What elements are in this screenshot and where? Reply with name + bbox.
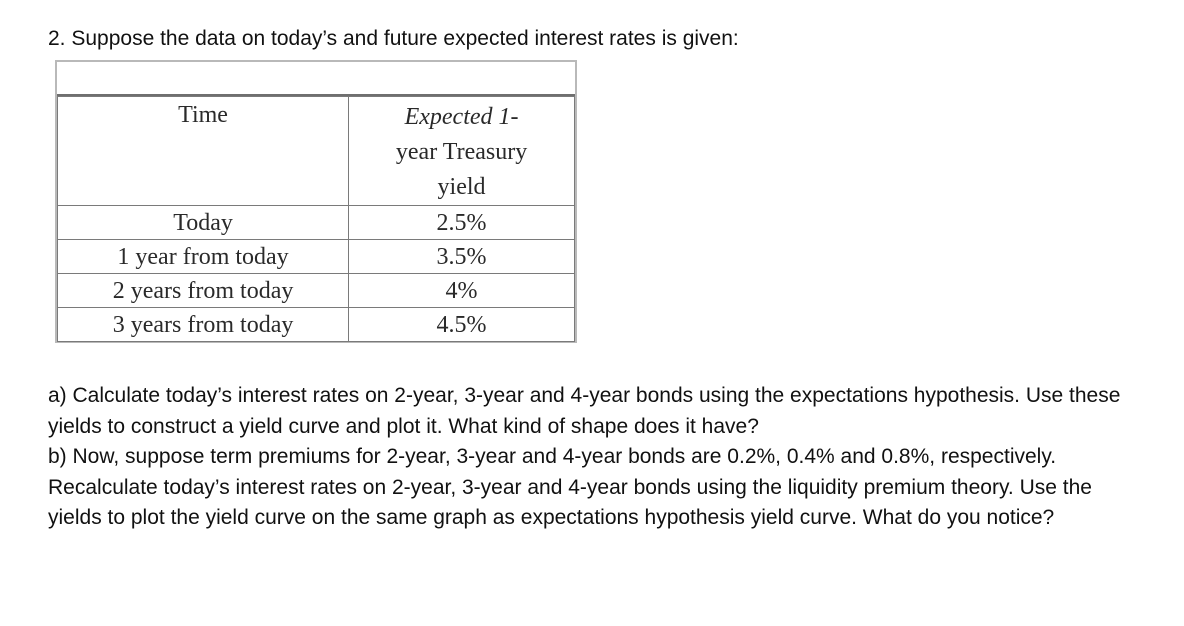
table-row: 2 years from today 4% [56, 273, 575, 308]
time-cell: 3 years from today [56, 307, 350, 342]
yield-cell: 2.5% [348, 205, 575, 240]
yield-header-cell: Expected 1- year Treasury yield [348, 96, 575, 206]
table-header-row: Time Expected 1- year Treasury yield [56, 96, 575, 206]
rates-table-image: Time Expected 1- year Treasury yield Tod… [55, 60, 577, 343]
yield-cell: 4% [348, 273, 575, 308]
yield-header: Expected 1- year Treasury yield [349, 97, 574, 205]
yield-cell: 3.5% [348, 239, 575, 274]
table-row: 1 year from today 3.5% [56, 239, 575, 274]
question-title: 2. Suppose the data on today’s and futur… [48, 27, 739, 50]
time-cell: 1 year from today [56, 239, 350, 274]
time-header: Time [178, 102, 228, 128]
time-header-cell: Time [56, 96, 350, 206]
table-row: Today 2.5% [56, 205, 575, 240]
time-cell: Today [56, 205, 350, 240]
time-cell: 2 years from today [56, 273, 350, 308]
question-parts: a) Calculate today’s interest rates on 2… [48, 381, 1128, 534]
yield-header-line-3: yield [437, 174, 486, 200]
table-top-strip [57, 62, 575, 96]
part-a-text: a) Calculate today’s interest rates on 2… [48, 384, 1121, 438]
part-b-text: b) Now, suppose term premiums for 2-year… [48, 445, 1092, 529]
yield-header-line-1: Expected 1- [404, 104, 519, 130]
expected-rates-table: Time Expected 1- year Treasury yield Tod… [56, 96, 575, 342]
yield-header-line-2: year Treasury [395, 139, 528, 165]
table-row: 3 years from today 4.5% [56, 307, 575, 342]
yield-cell: 4.5% [348, 307, 575, 342]
